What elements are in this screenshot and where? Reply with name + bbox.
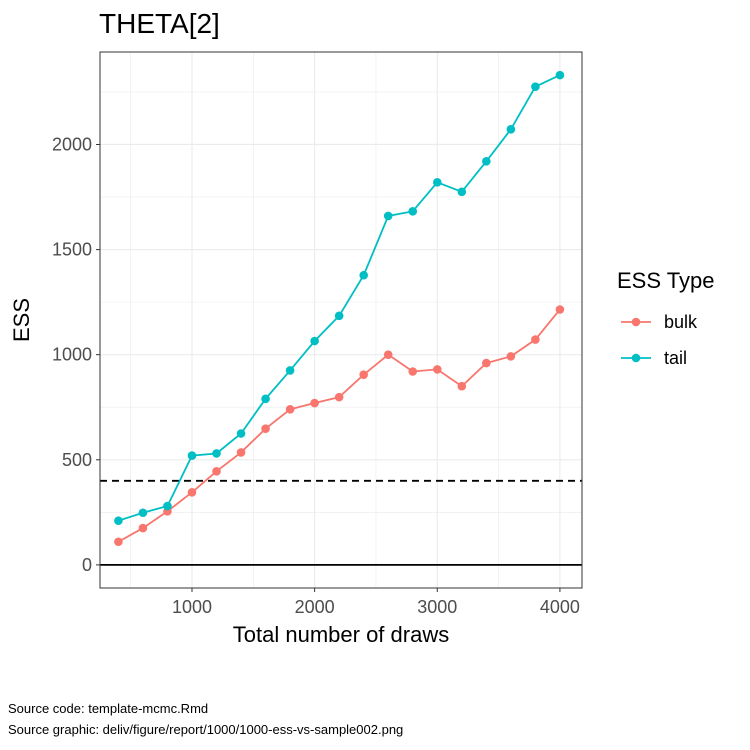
x-axis: 1000 2000 3000 4000 bbox=[172, 588, 580, 617]
legend-key-point bbox=[631, 353, 641, 363]
legend: ESS Type bulk tail bbox=[617, 268, 714, 368]
data-point-bulk bbox=[212, 467, 221, 476]
data-point-bulk bbox=[432, 365, 442, 374]
data-series bbox=[114, 70, 565, 547]
data-point-bulk bbox=[506, 352, 516, 361]
plot-border bbox=[99, 51, 583, 589]
x-tick-label: 1000 bbox=[172, 597, 212, 617]
legend-label: bulk bbox=[664, 312, 698, 332]
data-point-bulk bbox=[383, 350, 393, 359]
y-axis-label: ESS bbox=[9, 298, 34, 342]
data-point-tail bbox=[187, 451, 197, 460]
y-tick-label: 1000 bbox=[52, 345, 92, 365]
data-point-tail bbox=[310, 336, 319, 346]
caption-source-graphic: Source graphic: deliv/figure/report/1000… bbox=[8, 722, 404, 737]
series-tail bbox=[114, 70, 565, 526]
x-axis-label: Total number of draws bbox=[233, 622, 449, 647]
legend-item-bulk: bulk bbox=[621, 312, 698, 332]
data-point-tail bbox=[163, 501, 172, 511]
data-point-tail bbox=[531, 82, 540, 91]
caption-source-code: Source code: template-mcmc.Rmd bbox=[8, 701, 209, 716]
data-point-bulk bbox=[261, 424, 270, 433]
y-tick-label: 2000 bbox=[52, 134, 92, 154]
data-point-tail bbox=[555, 70, 565, 80]
data-point-tail bbox=[506, 125, 516, 134]
data-point-tail bbox=[236, 429, 246, 438]
data-point-bulk bbox=[408, 367, 418, 376]
data-point-tail bbox=[261, 394, 270, 404]
data-point-tail bbox=[408, 207, 418, 216]
data-point-bulk bbox=[285, 405, 295, 414]
data-point-bulk bbox=[482, 358, 491, 368]
y-axis: 0 500 1000 1500 2000 bbox=[52, 134, 100, 575]
x-tick-label: 2000 bbox=[295, 597, 335, 617]
data-point-tail bbox=[359, 270, 368, 280]
data-point-tail bbox=[114, 516, 123, 526]
data-point-bulk bbox=[138, 523, 148, 533]
data-point-tail bbox=[138, 508, 148, 518]
data-point-tail bbox=[212, 449, 221, 458]
y-tick-label: 1500 bbox=[52, 240, 92, 260]
legend-item-tail: tail bbox=[621, 348, 687, 368]
data-point-bulk bbox=[236, 448, 246, 457]
legend-label: tail bbox=[664, 348, 687, 368]
data-point-bulk bbox=[310, 398, 319, 408]
series-bulk bbox=[114, 305, 565, 547]
data-point-bulk bbox=[334, 392, 344, 402]
data-point-bulk bbox=[359, 370, 368, 379]
data-point-bulk bbox=[187, 488, 197, 497]
data-point-bulk bbox=[555, 305, 565, 314]
chart-title: THETA[2] bbox=[99, 8, 220, 39]
x-tick-label: 3000 bbox=[417, 597, 457, 617]
x-tick-label: 4000 bbox=[540, 597, 580, 617]
data-point-tail bbox=[383, 211, 393, 221]
data-point-tail bbox=[457, 187, 467, 197]
data-point-bulk bbox=[457, 381, 467, 391]
legend-title: ESS Type bbox=[617, 268, 714, 293]
y-tick-label: 0 bbox=[82, 555, 92, 575]
data-point-bulk bbox=[114, 537, 123, 547]
data-point-tail bbox=[285, 366, 295, 375]
reference-lines bbox=[100, 479, 582, 566]
legend-key-point bbox=[631, 317, 641, 327]
data-point-tail bbox=[334, 311, 344, 321]
data-point-tail bbox=[432, 178, 442, 187]
data-point-tail bbox=[482, 157, 491, 166]
y-tick-label: 500 bbox=[62, 450, 92, 470]
data-point-bulk bbox=[531, 335, 540, 344]
